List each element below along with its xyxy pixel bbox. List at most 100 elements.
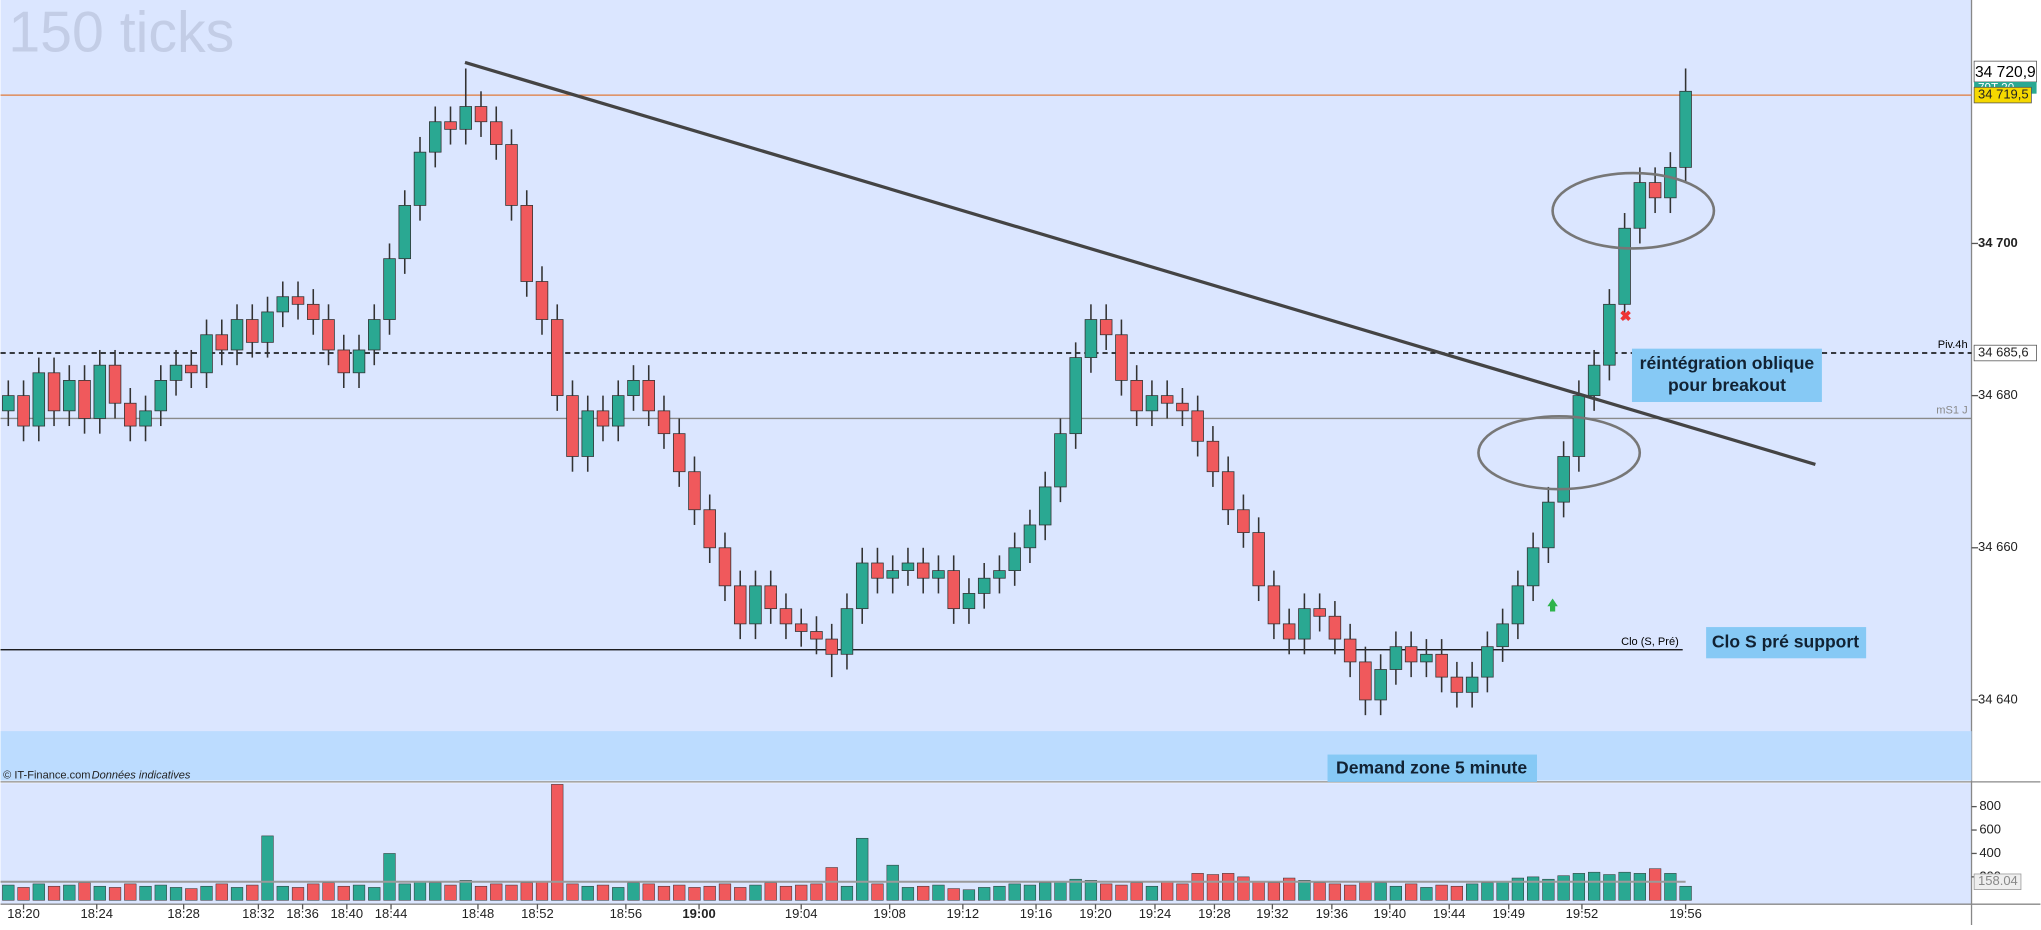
volume-bar [1176,883,1189,901]
candle-body [47,372,61,412]
candle-body [962,593,976,610]
candle-body [1511,585,1525,625]
candle-body [794,623,808,632]
annotation: réintégration oblique [1640,353,1815,373]
volume-bar [1633,873,1646,901]
volume-bar [1435,884,1448,901]
x-tick-label: 19:40 [1374,906,1407,921]
candle-body [444,121,457,130]
candle-body [932,570,945,579]
volume-bar [291,887,305,901]
volume-bar [47,885,61,901]
volume-bar [1450,885,1464,901]
volume-bar [901,887,915,901]
candle-body [1069,357,1082,435]
volume-bar [795,884,808,901]
marks-layer [2,68,1692,901]
x-tick-label: 18:40 [331,906,364,921]
volume-bar [764,882,777,901]
candle-body [840,608,854,655]
volume-bar [108,887,122,901]
candle-body [490,121,503,145]
candle-body [1267,585,1281,625]
volume-bar [657,885,671,901]
candle-body [764,585,777,610]
x-tick-label: 19:44 [1433,906,1466,921]
candle-body [1359,661,1372,701]
candle-body [1374,669,1387,701]
volume-bar [1252,881,1265,901]
candle-body [810,631,823,640]
volume-bar [932,884,945,901]
candle-body [1008,547,1021,571]
volume-bar [1603,874,1616,901]
volume-bar [459,880,472,901]
volume-bar [1420,887,1433,901]
candle-body [246,319,259,343]
candle-body [474,106,488,123]
candle-body [1298,608,1311,640]
candle-body [1420,653,1433,663]
volume-bar [474,885,488,901]
volume-bar [1054,881,1067,901]
demand-zone [0,731,1972,781]
candle-body [169,364,183,381]
candle-body [886,570,899,579]
annotation-box [1706,627,1867,659]
volume-bar [1664,873,1677,901]
volume-bar [17,887,30,901]
volume-bar [962,889,976,901]
candle-body [581,410,594,457]
candle-body [1633,182,1647,229]
volume-bar [871,883,884,901]
candle-body [505,144,518,206]
candle-body [2,395,15,412]
x-tick-label: 19:08 [873,906,906,921]
candle-body [429,121,442,153]
y-tick-label: 34 660 [1978,539,2018,554]
volume-bar [779,885,793,901]
volume-bar [1267,882,1281,901]
volume-bar [627,882,640,901]
candle-body [642,380,655,412]
candle-body [459,106,472,130]
x-tick-label: 19:28 [1198,906,1231,921]
candle-body [855,562,869,610]
ellipse [1477,415,1642,491]
level-box [1973,344,2037,362]
candle-body [1115,334,1128,381]
volume-bar [78,882,91,901]
volume-bar [1084,880,1098,901]
volume-bar [581,885,594,901]
volume-bar [947,888,960,901]
candle-body [1648,182,1662,199]
volume-bar [1527,876,1540,901]
candle-body [215,334,229,351]
volume-bar [169,887,183,901]
candle-body [1099,319,1113,336]
volume-bar [810,883,823,901]
x-marker: ✖ [1619,309,1631,325]
volume-bar [840,885,854,901]
level-label: 34 685,6 [1978,344,2029,359]
arrow-marker [1547,598,1558,612]
x-tick-label: 18:52 [521,906,554,921]
x-tick-label: 19:20 [1079,906,1112,921]
candle-body [1481,646,1494,678]
volume-bar [261,835,274,901]
volume-bar [1542,878,1555,901]
candle-body [1160,395,1174,404]
candle-body [261,311,274,343]
volume-bar [1115,884,1128,901]
candle-body [17,395,30,427]
current-box [1973,86,2032,104]
x-tick-label: 18:28 [167,906,200,921]
volume-bar [413,881,427,901]
volume-bar [1466,883,1479,901]
volume-bar [307,883,320,901]
level-name: Clo (S, Pré) [1621,636,1679,648]
candle-body [1206,440,1220,473]
volume-bar [322,882,335,901]
candle-body [871,562,884,579]
volume-bar [63,884,76,901]
